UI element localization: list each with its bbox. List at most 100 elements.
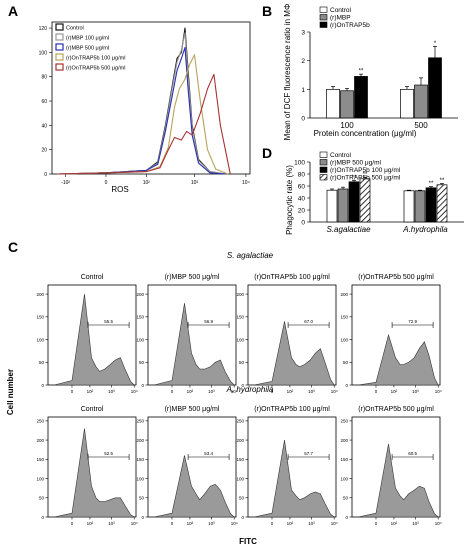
phago-significance-mark: ** [363,172,368,178]
histogram-y-tick-label: 0 [141,515,144,520]
dcf-legend-label-1: (r)MBP [330,15,351,22]
phago-y-tick-label: 20 [298,208,306,215]
dcf-y-tick-label: 2 [301,58,305,65]
histogram-x-tick-label: 10⁴ [435,521,442,526]
dcf-significance-mark: ** [359,69,364,75]
dcf-category-label: 100 [340,121,354,130]
ros-legend-swatch-0 [55,23,64,31]
histogram-x-tick-label: 10² [287,389,294,394]
ros-x-axis-label: ROS [111,185,128,194]
histogram-x-tick-label: 0 [71,521,74,526]
histogram-x-tick-label: 0 [171,389,174,394]
phago-legend-label-2: (r)OnTRAP5b 100 μg/ml [330,167,401,174]
histogram-x-tick-label: 10³ [412,521,419,526]
panel-label-a: A [8,3,18,19]
phago-legend-swatch-2 [319,166,328,173]
histogram-x-tick-label: 10³ [308,389,315,394]
ros-legend-label-0: Control [66,26,84,32]
ros-legend-swatch-1 [55,33,64,41]
histogram-x-tick-label: 10⁴ [231,521,238,526]
histogram-y-tick-label: 150 [36,315,44,320]
histogram-x-tick-label: 10⁴ [331,521,338,526]
histogram-area [54,428,136,518]
dcf-bar [326,88,340,119]
histogram-area [358,443,440,518]
histogram-y-tick-label: 50 [139,360,145,365]
phago-legend-swatch-1 [319,159,328,166]
histogram-x-tick-label: 10³ [108,389,115,394]
histogram-y-tick-label: 250 [236,419,244,424]
histogram-y-tick-label: 0 [345,383,348,388]
histogram-title: Control [81,406,104,413]
ros-x-tick-label: 10² [143,180,151,186]
histogram-y-tick-label: 50 [239,360,245,365]
histogram-x-tick-label: 0 [375,521,378,526]
histogram-title: (r)OnTRAP5b 500 μg/ml [358,406,434,413]
histogram-y-tick-label: 100 [236,337,244,342]
ros-legend-swatch-3 [55,53,64,61]
phago-legend-label-1: (r)MBP 500 μg/ml [330,160,381,167]
dcf-x-axis-label: Protein concentration (μg/ml) [314,129,417,138]
phago-significance-mark: ** [429,181,434,187]
phago-category-label: A.hydrophila [402,225,448,234]
histogram-y-tick-label: 0 [345,515,348,520]
phagocytic-bar-chart: 0 20 40 60 80 100 ** ** S.agalactiae ** ** A.hydrop… [294,151,464,234]
dcf-significance-mark: * [434,41,437,47]
histogram-x-tick-label: 10³ [208,521,215,526]
histogram-y-tick-label: 50 [39,496,45,501]
gate-percentage: 72.9 [408,319,417,324]
phago-bar [326,189,338,223]
dcf-category-label: 500 [414,121,428,130]
histogram-y-tick-label: 200 [340,292,348,297]
histogram-y-tick-label: 50 [343,496,349,501]
histogram-y-tick-label: 100 [136,337,144,342]
phago-y-tick-label: 60 [298,184,306,191]
group-label-hydrophila: A. hydrophila [226,385,274,394]
ros-y-tick-label: 100 [39,50,48,56]
ros-x-tick-label: 10³ [191,180,199,186]
gate-percentage: 53.4 [204,451,213,456]
gate-percentage: 56.9 [204,319,213,324]
histogram-y-tick-label: 150 [340,457,348,462]
phago-y-tick-label: 40 [298,196,306,203]
panel-label-b: B [262,3,272,19]
histogram-x-tick-label: 10³ [108,521,115,526]
ros-y-tick-label: 20 [41,148,47,154]
dcf-bar-chart: 0 1 2 3 ** 100 * 500 Control(r)MBP(r)OnTRAP5b [301,6,458,130]
phago-legend-label-3: (r)OnTRAP5b 500 μg/ml [330,175,401,182]
histogram-area [254,321,335,386]
histogram-y-tick-label: 0 [41,515,44,520]
ros-legend-label-2: (r)MBP 500 μg/ml [66,46,109,52]
histogram-y-tick-label: 100 [136,476,144,481]
dcf-bar [414,84,428,119]
histogram-y-tick-label: 200 [36,438,44,443]
ros-y-tick-label: 120 [39,26,48,32]
histogram-title: (r)OnTRAP5b 100 μg/ml [254,406,330,413]
histogram-y-tick-label: 0 [141,383,144,388]
phago-bar [359,178,371,223]
histogram-y-tick-label: 200 [136,292,144,297]
histogram-y-tick-label: 150 [340,315,348,320]
gate-percentage: 52.5 [104,451,113,456]
histogram-x-tick-label: 10⁴ [331,389,338,394]
histogram-y-tick-label: 200 [236,438,244,443]
gate-percentage: 55.5 [104,319,113,324]
histogram-x-tick-label: 0 [271,521,274,526]
dcf-y-tick-label: 0 [301,116,305,123]
phago-significance-mark: ** [352,175,357,181]
dcf-legend-label-2: (r)OnTRAP5b [330,22,370,29]
histogram-y-tick-label: 100 [340,476,348,481]
ros-y-tick-label: 40 [41,123,47,129]
ros-plot-frame [51,21,251,175]
histogram-x-tick-label: 10² [187,521,194,526]
panel-label-d: D [262,145,272,161]
ros-y-tick-label: 60 [41,99,47,105]
histogram-y-tick-label: 150 [236,315,244,320]
histogram-title: (r)OnTRAP5b 500 μg/ml [358,274,434,281]
phago-bar [436,184,448,223]
histogram-y-tick-label: 150 [136,315,144,320]
histogram-x-tick-label: 0 [171,521,174,526]
phago-legend-swatch-3 [319,174,328,181]
histogram-title: Control [81,274,104,281]
